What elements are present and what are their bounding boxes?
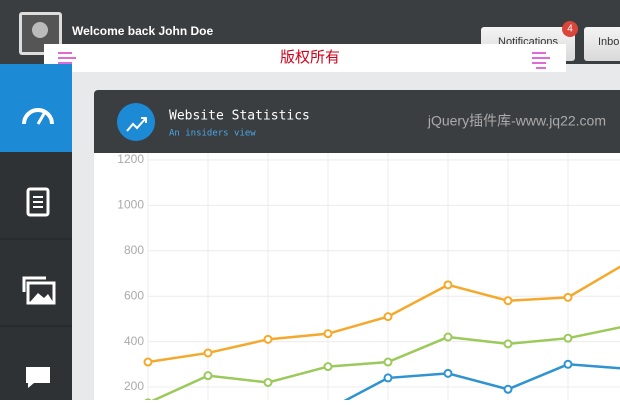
badge-count: 4	[567, 24, 573, 35]
point	[205, 349, 212, 356]
watermark-text: 版权所有	[280, 49, 340, 66]
point	[565, 294, 572, 301]
point	[385, 374, 392, 381]
y-tick-label: 800	[124, 243, 144, 257]
point	[565, 335, 572, 342]
point	[505, 297, 512, 304]
nav-dashboard[interactable]	[0, 64, 72, 152]
y-tick-label: 200	[124, 379, 144, 393]
point	[205, 372, 212, 379]
button-label: Inbo	[598, 36, 619, 48]
point	[265, 379, 272, 386]
point	[505, 340, 512, 347]
point	[445, 334, 452, 341]
point	[385, 313, 392, 320]
point	[385, 359, 392, 366]
point	[505, 386, 512, 393]
y-tick-label: 1000	[117, 198, 144, 212]
panel-watermark: jQuery插件库-www.jq22.com	[427, 113, 606, 129]
y-tick-label: 400	[124, 334, 144, 348]
y-tick-label: 600	[124, 288, 144, 302]
point	[445, 370, 452, 377]
panel-title: Website Statistics	[169, 109, 310, 124]
point	[325, 363, 332, 370]
welcome: Welcome back John Doe	[72, 24, 213, 38]
panel-icon	[117, 103, 155, 141]
point	[145, 359, 152, 366]
point	[445, 281, 452, 288]
point	[565, 361, 572, 368]
point	[325, 330, 332, 337]
point	[265, 336, 272, 343]
y-tick-label: 1200	[117, 152, 144, 166]
avatar-face	[32, 22, 48, 38]
panel-subtitle: An insiders view	[169, 129, 256, 139]
